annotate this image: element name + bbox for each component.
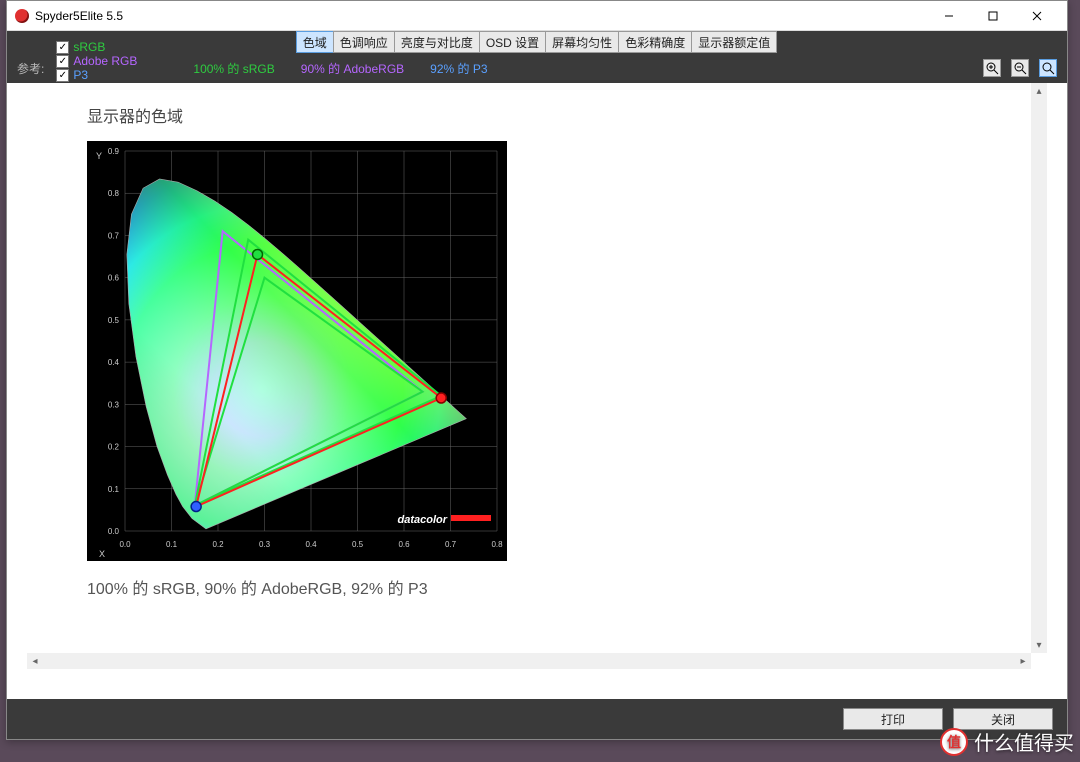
tab-1[interactable]: 色调响应 bbox=[333, 31, 395, 53]
watermark: 值 什么值得买 bbox=[940, 727, 1074, 756]
svg-text:0.6: 0.6 bbox=[108, 274, 120, 283]
svg-text:0.3: 0.3 bbox=[108, 400, 120, 409]
watermark-text: 什么值得买 bbox=[974, 727, 1074, 756]
svg-text:0.4: 0.4 bbox=[108, 358, 120, 367]
svg-text:0.6: 0.6 bbox=[398, 540, 410, 549]
svg-text:X: X bbox=[99, 549, 105, 559]
metric-2: 92% 的 P3 bbox=[430, 62, 487, 76]
tab-3[interactable]: OSD 设置 bbox=[479, 31, 546, 53]
svg-text:0.8: 0.8 bbox=[491, 540, 503, 549]
svg-text:0.1: 0.1 bbox=[166, 540, 178, 549]
tabs-row: 色域色调响应亮度与对比度OSD 设置屏幕均匀性色彩精确度显示器额定值 bbox=[7, 31, 1067, 53]
watermark-badge: 值 bbox=[940, 728, 968, 756]
svg-text:Y: Y bbox=[96, 151, 102, 161]
titlebar: Spyder5Elite 5.5 bbox=[7, 1, 1067, 31]
svg-text:0.4: 0.4 bbox=[305, 540, 317, 549]
svg-text:0.7: 0.7 bbox=[445, 540, 457, 549]
horizontal-scrollbar[interactable]: ◂ ▸ bbox=[27, 653, 1031, 669]
scroll-down-icon[interactable]: ▾ bbox=[1031, 637, 1047, 653]
zoom-fit-button[interactable] bbox=[1039, 59, 1057, 77]
scroll-up-icon[interactable]: ▴ bbox=[1031, 83, 1047, 99]
svg-text:0.9: 0.9 bbox=[108, 147, 120, 156]
svg-text:0.8: 0.8 bbox=[108, 189, 120, 198]
svg-text:0.0: 0.0 bbox=[108, 527, 120, 536]
reference-row: 参考: ✓sRGB✓Adobe RGB✓P3NTSC 100% 的 sRGB90… bbox=[7, 53, 1067, 83]
zoom-in-button[interactable] bbox=[983, 59, 1001, 77]
tab-6[interactable]: 显示器额定值 bbox=[691, 31, 777, 53]
metric-0: 100% 的 sRGB bbox=[193, 62, 274, 76]
titlebar-left: Spyder5Elite 5.5 bbox=[15, 9, 123, 23]
app-window: Spyder5Elite 5.5 色域色调响应亮度与对比度OSD 设置屏幕均匀性… bbox=[6, 0, 1068, 740]
maximize-button[interactable] bbox=[971, 2, 1015, 30]
checkbox-srgb[interactable]: ✓sRGB bbox=[56, 40, 137, 54]
minimize-button[interactable] bbox=[927, 2, 971, 30]
svg-text:0.2: 0.2 bbox=[108, 443, 120, 452]
section-title: 显示器的色域 bbox=[87, 103, 971, 127]
content-area: 显示器的色域 0.0 0.1 0.2 0.3 0.4 0.5 0.6 0.7 0.8 0.0 0.1… bbox=[27, 83, 1047, 669]
scroll-right-icon[interactable]: ▸ bbox=[1015, 653, 1031, 669]
footer: 打印 关闭 bbox=[7, 699, 1067, 739]
svg-text:0.1: 0.1 bbox=[108, 485, 120, 494]
svg-text:datacolor: datacolor bbox=[397, 514, 447, 526]
window-title: Spyder5Elite 5.5 bbox=[35, 9, 123, 23]
tab-5[interactable]: 色彩精确度 bbox=[618, 31, 692, 53]
window-controls bbox=[927, 2, 1059, 30]
tab-0[interactable]: 色域 bbox=[296, 31, 334, 53]
tab-4[interactable]: 屏幕均匀性 bbox=[545, 31, 619, 53]
svg-text:0.3: 0.3 bbox=[259, 540, 271, 549]
content-panel: 显示器的色域 0.0 0.1 0.2 0.3 0.4 0.5 0.6 0.7 0.8 0.0 0.1… bbox=[27, 83, 1031, 653]
reference-label: 参考: bbox=[17, 60, 44, 77]
svg-text:0.2: 0.2 bbox=[212, 540, 224, 549]
svg-text:0.7: 0.7 bbox=[108, 231, 120, 240]
zoom-out-button[interactable] bbox=[1011, 59, 1029, 77]
scroll-left-icon[interactable]: ◂ bbox=[27, 653, 43, 669]
tab-2[interactable]: 亮度与对比度 bbox=[394, 31, 480, 53]
vertical-scrollbar[interactable]: ▴ ▾ bbox=[1031, 83, 1047, 653]
svg-text:0.5: 0.5 bbox=[352, 540, 364, 549]
checkbox-p3[interactable]: ✓P3 bbox=[56, 68, 137, 82]
app-icon bbox=[15, 9, 29, 23]
checkbox-adobe-rgb[interactable]: ✓Adobe RGB bbox=[56, 54, 137, 68]
summary-text: 100% 的 sRGB, 90% 的 AdobeRGB, 92% 的 P3 bbox=[87, 575, 971, 599]
metric-1: 90% 的 AdobeRGB bbox=[301, 62, 404, 76]
svg-text:0.5: 0.5 bbox=[108, 316, 120, 325]
print-button[interactable]: 打印 bbox=[843, 708, 943, 730]
svg-text:0.0: 0.0 bbox=[119, 540, 131, 549]
cie-chart: 0.0 0.1 0.2 0.3 0.4 0.5 0.6 0.7 0.8 0.0 0.1 0.2 0.3 0… bbox=[87, 141, 507, 561]
close-button[interactable] bbox=[1015, 2, 1059, 30]
